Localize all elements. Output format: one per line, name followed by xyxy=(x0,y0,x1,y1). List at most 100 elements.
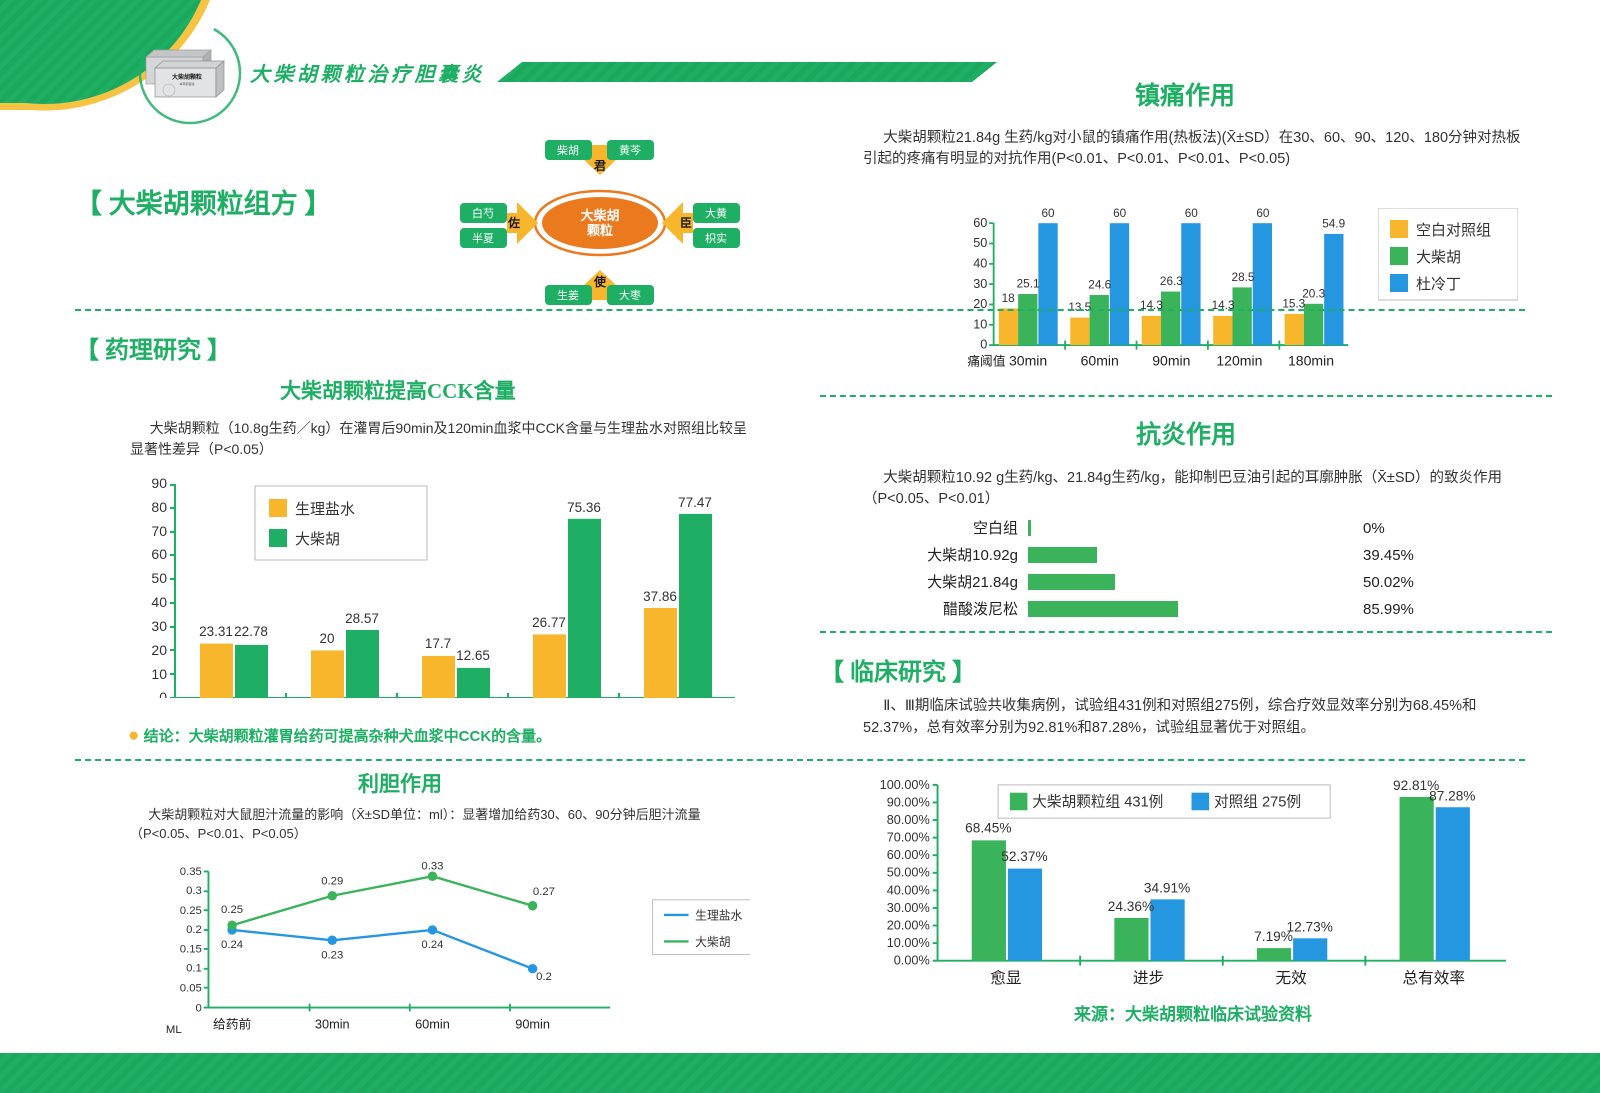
svg-text:23.31: 23.31 xyxy=(199,624,233,639)
svg-text:50: 50 xyxy=(151,570,167,586)
svg-text:0%: 0% xyxy=(1363,520,1385,537)
svg-text:60min: 60min xyxy=(415,1016,450,1031)
svg-text:30: 30 xyxy=(151,618,167,634)
svg-text:60.00%: 60.00% xyxy=(887,848,930,862)
svg-text:0.24: 0.24 xyxy=(421,939,443,951)
svg-text:70: 70 xyxy=(151,523,167,539)
svg-text:醋酸泼尼松: 醋酸泼尼松 xyxy=(943,601,1018,618)
svg-text:90: 90 xyxy=(151,475,167,491)
svg-text:60min: 60min xyxy=(1081,352,1119,368)
svg-text:痛阈值: 痛阈值 xyxy=(967,353,1005,368)
svg-text:大柴胡: 大柴胡 xyxy=(695,935,730,949)
svg-text:生理盐水: 生理盐水 xyxy=(295,501,355,518)
svg-text:对照组 275例: 对照组 275例 xyxy=(1214,793,1301,810)
svg-text:半夏: 半夏 xyxy=(472,231,494,245)
svg-text:90.00%: 90.00% xyxy=(887,795,930,809)
svg-text:本草纲目版: 本草纲目版 xyxy=(179,81,194,86)
svg-text:20: 20 xyxy=(151,642,167,658)
svg-text:20.3: 20.3 xyxy=(1302,287,1325,300)
svg-text:进步: 进步 xyxy=(1133,969,1164,987)
svg-text:0.2: 0.2 xyxy=(536,971,552,983)
svg-text:无效: 无效 xyxy=(1276,969,1308,987)
svg-text:大柴胡21.84g: 大柴胡21.84g xyxy=(927,574,1018,591)
svg-text:10.00%: 10.00% xyxy=(887,936,930,950)
svg-text:0.33: 0.33 xyxy=(421,862,443,873)
svg-text:12.65: 12.65 xyxy=(456,648,490,663)
svg-text:50.00%: 50.00% xyxy=(887,866,930,880)
svg-text:39.45%: 39.45% xyxy=(1363,547,1414,564)
svg-text:佐: 佐 xyxy=(507,215,520,230)
svg-text:0: 0 xyxy=(196,1002,202,1014)
svg-text:0.25: 0.25 xyxy=(221,904,243,916)
svg-text:87.28%: 87.28% xyxy=(1429,789,1475,804)
svg-text:17.7: 17.7 xyxy=(425,636,451,651)
svg-text:25.1: 25.1 xyxy=(1017,277,1040,290)
svg-text:愈显: 愈显 xyxy=(990,969,1021,987)
svg-text:60: 60 xyxy=(1113,207,1127,220)
svg-text:60: 60 xyxy=(151,546,167,562)
svg-text:40: 40 xyxy=(973,256,987,270)
svg-text:90min: 90min xyxy=(515,1016,550,1031)
svg-text:90min: 90min xyxy=(1152,352,1190,368)
svg-text:空白对照组: 空白对照组 xyxy=(1416,222,1491,239)
svg-text:大柴胡颗粒: 大柴胡颗粒 xyxy=(172,73,202,81)
svg-text:大枣: 大枣 xyxy=(619,288,641,302)
svg-text:50: 50 xyxy=(973,236,987,250)
svg-text:0.29: 0.29 xyxy=(321,876,343,888)
svg-text:28.57: 28.57 xyxy=(345,611,379,626)
svg-text:0.2: 0.2 xyxy=(186,924,202,936)
svg-text:60: 60 xyxy=(973,216,987,230)
svg-text:0.24: 0.24 xyxy=(221,939,243,951)
svg-text:杜冷丁: 杜冷丁 xyxy=(1416,276,1461,293)
svg-text:生理盐水: 生理盐水 xyxy=(695,909,742,923)
svg-text:0: 0 xyxy=(159,689,167,698)
svg-text:大柴胡颗粒组 431例: 大柴胡颗粒组 431例 xyxy=(1032,793,1163,810)
svg-text:24.6: 24.6 xyxy=(1088,278,1111,291)
svg-text:使: 使 xyxy=(593,274,607,289)
svg-text:30: 30 xyxy=(973,277,987,291)
svg-text:28.5: 28.5 xyxy=(1232,271,1255,284)
svg-text:22.78: 22.78 xyxy=(234,624,268,639)
svg-text:80.00%: 80.00% xyxy=(887,813,930,827)
svg-text:大黄: 大黄 xyxy=(705,206,727,220)
svg-text:柴胡: 柴胡 xyxy=(557,143,579,157)
svg-text:68.45%: 68.45% xyxy=(965,821,1011,836)
svg-text:20.00%: 20.00% xyxy=(887,918,930,932)
svg-text:24.36%: 24.36% xyxy=(1108,899,1154,914)
svg-text:52.37%: 52.37% xyxy=(1001,849,1047,864)
svg-text:30.00%: 30.00% xyxy=(887,901,930,915)
svg-text:18: 18 xyxy=(1002,292,1016,305)
svg-text:54.9: 54.9 xyxy=(1322,218,1345,231)
svg-text:大柴胡: 大柴胡 xyxy=(1416,249,1461,266)
svg-text:26.77: 26.77 xyxy=(532,615,566,630)
svg-text:君: 君 xyxy=(593,159,606,173)
svg-text:0.35: 0.35 xyxy=(180,866,202,878)
svg-text:0.1: 0.1 xyxy=(186,963,202,975)
svg-text:85.99%: 85.99% xyxy=(1363,601,1414,618)
svg-text:白芍: 白芍 xyxy=(472,206,494,220)
svg-text:120min: 120min xyxy=(1216,352,1262,368)
svg-text:13.5: 13.5 xyxy=(1068,301,1091,314)
svg-text:70.00%: 70.00% xyxy=(887,831,930,845)
svg-text:生姜: 生姜 xyxy=(557,288,579,302)
svg-text:60: 60 xyxy=(1042,207,1056,220)
svg-text:0.05: 0.05 xyxy=(180,982,202,994)
svg-text:颗粒: 颗粒 xyxy=(587,223,613,238)
svg-text:40: 40 xyxy=(151,594,167,610)
svg-text:0.23: 0.23 xyxy=(321,949,343,961)
svg-text:10: 10 xyxy=(973,317,987,331)
svg-text:30min: 30min xyxy=(1009,352,1047,368)
svg-text:0.27: 0.27 xyxy=(533,886,555,898)
svg-text:大柴胡: 大柴胡 xyxy=(580,208,619,223)
svg-text:空白组: 空白组 xyxy=(973,520,1018,537)
svg-text:37.86: 37.86 xyxy=(643,589,677,604)
svg-text:0.25: 0.25 xyxy=(180,905,202,917)
svg-text:0.00%: 0.00% xyxy=(894,954,930,968)
svg-text:34.91%: 34.91% xyxy=(1144,880,1190,895)
svg-text:77.47: 77.47 xyxy=(678,495,712,510)
svg-text:60: 60 xyxy=(1256,207,1270,220)
svg-text:60: 60 xyxy=(1185,207,1199,220)
svg-text:50.02%: 50.02% xyxy=(1363,574,1414,591)
svg-text:大柴胡: 大柴胡 xyxy=(295,531,340,548)
svg-text:给药前: 给药前 xyxy=(213,1016,251,1031)
